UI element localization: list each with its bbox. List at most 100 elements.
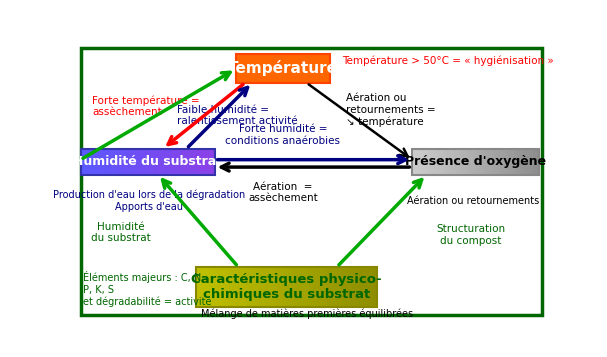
Bar bbox=[196, 267, 377, 307]
Bar bbox=[533, 149, 537, 175]
Bar bbox=[241, 267, 246, 307]
Bar bbox=[331, 267, 336, 307]
Bar bbox=[322, 267, 327, 307]
Bar bbox=[432, 149, 435, 175]
Bar bbox=[211, 149, 215, 175]
Bar bbox=[246, 267, 251, 307]
Bar bbox=[456, 149, 460, 175]
Bar bbox=[205, 149, 208, 175]
Bar bbox=[84, 149, 87, 175]
Bar bbox=[255, 267, 259, 307]
Bar bbox=[435, 149, 438, 175]
Bar bbox=[104, 149, 107, 175]
Bar bbox=[208, 149, 211, 175]
Bar bbox=[214, 267, 219, 307]
Bar bbox=[419, 149, 422, 175]
Bar bbox=[151, 149, 155, 175]
Bar bbox=[359, 267, 364, 307]
Bar bbox=[138, 149, 141, 175]
Text: Forte température =
assèchement: Forte température = assèchement bbox=[92, 95, 200, 117]
Bar bbox=[520, 149, 524, 175]
Bar bbox=[327, 267, 332, 307]
Bar bbox=[194, 149, 198, 175]
Text: Présence d'oxygène: Présence d'oxygène bbox=[405, 155, 546, 168]
Bar bbox=[412, 149, 539, 175]
Bar bbox=[94, 149, 98, 175]
Bar bbox=[485, 149, 489, 175]
Bar bbox=[341, 267, 345, 307]
Bar bbox=[228, 267, 232, 307]
Bar bbox=[127, 149, 131, 175]
Bar bbox=[277, 267, 282, 307]
Bar bbox=[523, 149, 527, 175]
Text: Forte humidité =
conditions anaérobies: Forte humidité = conditions anaérobies bbox=[225, 124, 341, 146]
Bar bbox=[250, 267, 255, 307]
Bar bbox=[415, 149, 419, 175]
Text: Aération ou retournements: Aération ou retournements bbox=[407, 196, 540, 206]
Bar bbox=[273, 267, 277, 307]
Bar bbox=[191, 149, 195, 175]
Bar bbox=[268, 267, 273, 307]
Bar bbox=[350, 267, 354, 307]
Bar bbox=[476, 149, 479, 175]
Bar bbox=[205, 267, 209, 307]
Bar bbox=[114, 149, 118, 175]
Bar bbox=[450, 149, 454, 175]
Bar bbox=[373, 267, 377, 307]
Bar bbox=[117, 149, 121, 175]
Bar bbox=[336, 267, 341, 307]
Bar bbox=[158, 149, 161, 175]
Bar bbox=[517, 149, 520, 175]
Bar bbox=[438, 149, 441, 175]
Bar bbox=[412, 149, 416, 175]
Bar bbox=[300, 267, 305, 307]
Bar bbox=[507, 149, 511, 175]
Bar bbox=[97, 149, 101, 175]
Bar bbox=[463, 149, 466, 175]
Bar bbox=[107, 149, 111, 175]
Bar bbox=[236, 54, 330, 83]
Bar bbox=[495, 149, 498, 175]
Bar bbox=[124, 149, 127, 175]
Bar bbox=[171, 149, 175, 175]
Bar bbox=[444, 149, 447, 175]
Bar bbox=[81, 149, 84, 175]
Text: Éléments majeurs : C, N,
P, K, S
et dégradabilité = activité: Éléments majeurs : C, N, P, K, S et dégr… bbox=[83, 271, 211, 307]
Bar bbox=[291, 267, 296, 307]
Bar bbox=[489, 149, 492, 175]
Text: Température > 50°C = « hygiénisation »: Température > 50°C = « hygiénisation » bbox=[342, 55, 554, 66]
Bar bbox=[354, 267, 359, 307]
Bar bbox=[264, 267, 268, 307]
Bar bbox=[185, 149, 188, 175]
Bar bbox=[209, 267, 214, 307]
Text: Humidité du substrat: Humidité du substrat bbox=[73, 155, 222, 168]
Bar bbox=[460, 149, 463, 175]
Text: Mélange de matières premières équilibrées: Mélange de matières premières équilibrée… bbox=[200, 308, 413, 319]
Bar bbox=[296, 267, 300, 307]
Text: Aération  =
assèchement: Aération = assèchement bbox=[248, 182, 317, 203]
Bar bbox=[368, 267, 373, 307]
Bar bbox=[425, 149, 429, 175]
Bar bbox=[479, 149, 483, 175]
Bar bbox=[314, 267, 318, 307]
Bar bbox=[428, 149, 432, 175]
Bar bbox=[144, 149, 148, 175]
Text: Production d'eau lors de la dégradation
Apports d'eau: Production d'eau lors de la dégradation … bbox=[53, 190, 245, 212]
Bar bbox=[148, 149, 151, 175]
Bar bbox=[345, 267, 350, 307]
Text: Caractéristiques physico-
chimiques du substrat: Caractéristiques physico- chimiques du s… bbox=[191, 273, 382, 301]
Bar bbox=[514, 149, 517, 175]
Bar bbox=[188, 149, 191, 175]
Bar bbox=[287, 267, 291, 307]
Bar bbox=[154, 149, 158, 175]
Bar bbox=[121, 149, 124, 175]
Bar bbox=[81, 149, 215, 175]
Bar bbox=[504, 149, 507, 175]
Bar bbox=[422, 149, 425, 175]
Bar bbox=[219, 267, 223, 307]
Bar bbox=[168, 149, 171, 175]
Bar bbox=[164, 149, 168, 175]
Text: Structuration
du compost: Structuration du compost bbox=[436, 225, 506, 246]
Bar bbox=[141, 149, 144, 175]
Bar bbox=[161, 149, 164, 175]
